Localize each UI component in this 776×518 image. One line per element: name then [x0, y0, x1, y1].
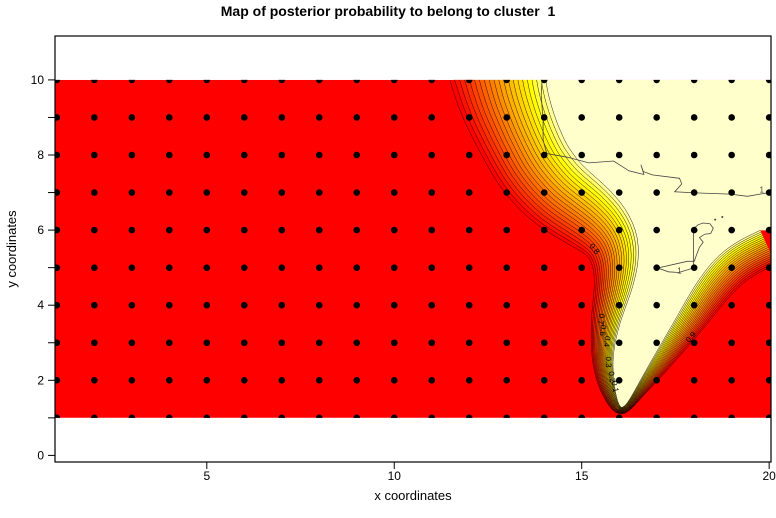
svg-text:0: 0 [37, 448, 44, 462]
svg-text:2: 2 [37, 373, 44, 387]
svg-text:15: 15 [575, 469, 589, 483]
svg-text:1: 1 [677, 266, 682, 275]
svg-text:10: 10 [31, 73, 45, 87]
svg-text:8: 8 [37, 148, 44, 162]
svg-text:x coordinates: x coordinates [374, 488, 452, 503]
svg-text:0.4: 0.4 [602, 336, 612, 348]
svg-text:4: 4 [37, 298, 44, 312]
svg-text:10: 10 [388, 469, 402, 483]
svg-text:1: 1 [759, 186, 764, 195]
svg-text:y coordinates: y coordinates [4, 210, 19, 288]
svg-text:0.3: 0.3 [604, 356, 613, 368]
svg-text:6: 6 [37, 223, 44, 237]
svg-text:5: 5 [203, 469, 210, 483]
svg-text:20: 20 [762, 469, 776, 483]
